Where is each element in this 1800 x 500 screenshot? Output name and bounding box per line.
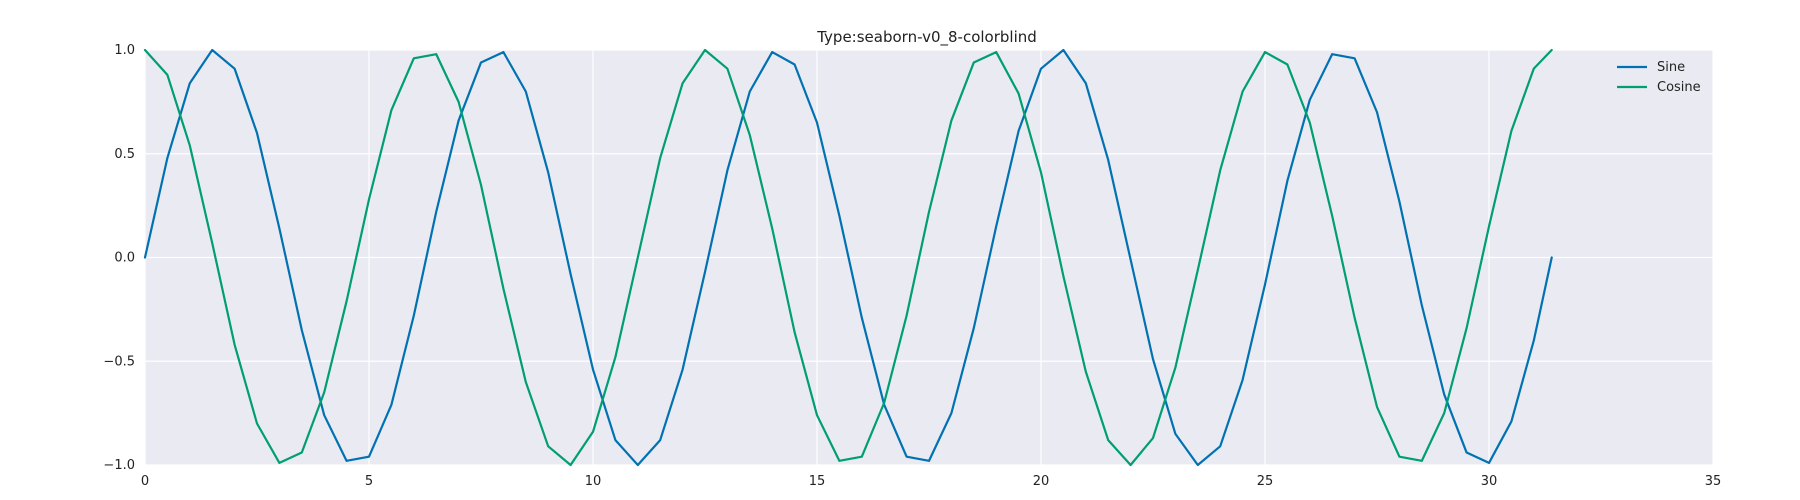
x-axis-ticks: 0 5 10 15 20 25 30 35 <box>141 474 1721 489</box>
y-tick-label: 0.5 <box>114 147 135 162</box>
x-tick-label: 35 <box>1705 474 1722 489</box>
x-tick-label: 15 <box>809 474 826 489</box>
x-tick-label: 0 <box>141 474 149 489</box>
series-line-cosine <box>143 48 1553 467</box>
series-line-sine <box>143 48 1553 467</box>
y-tick-label: 1.0 <box>114 43 135 58</box>
grid-lines <box>144 49 1714 466</box>
legend-label: Cosine <box>1657 80 1701 95</box>
y-axis-ticks: −1.0 −0.5 0.0 0.5 1.0 <box>103 43 135 473</box>
x-tick-label: 5 <box>365 474 373 489</box>
legend-label: Sine <box>1657 60 1685 75</box>
y-tick-label: 0.0 <box>114 251 135 266</box>
x-tick-label: 25 <box>1257 474 1274 489</box>
legend: Sine Cosine <box>1617 60 1701 95</box>
x-tick-label: 10 <box>585 474 602 489</box>
chart-title: Type:seaborn-v0_8-colorblind <box>816 28 1037 47</box>
y-tick-label: −0.5 <box>103 354 135 369</box>
series-lines <box>143 48 1553 467</box>
x-tick-label: 30 <box>1481 474 1498 489</box>
x-tick-label: 20 <box>1033 474 1050 489</box>
y-tick-label: −1.0 <box>103 458 135 473</box>
